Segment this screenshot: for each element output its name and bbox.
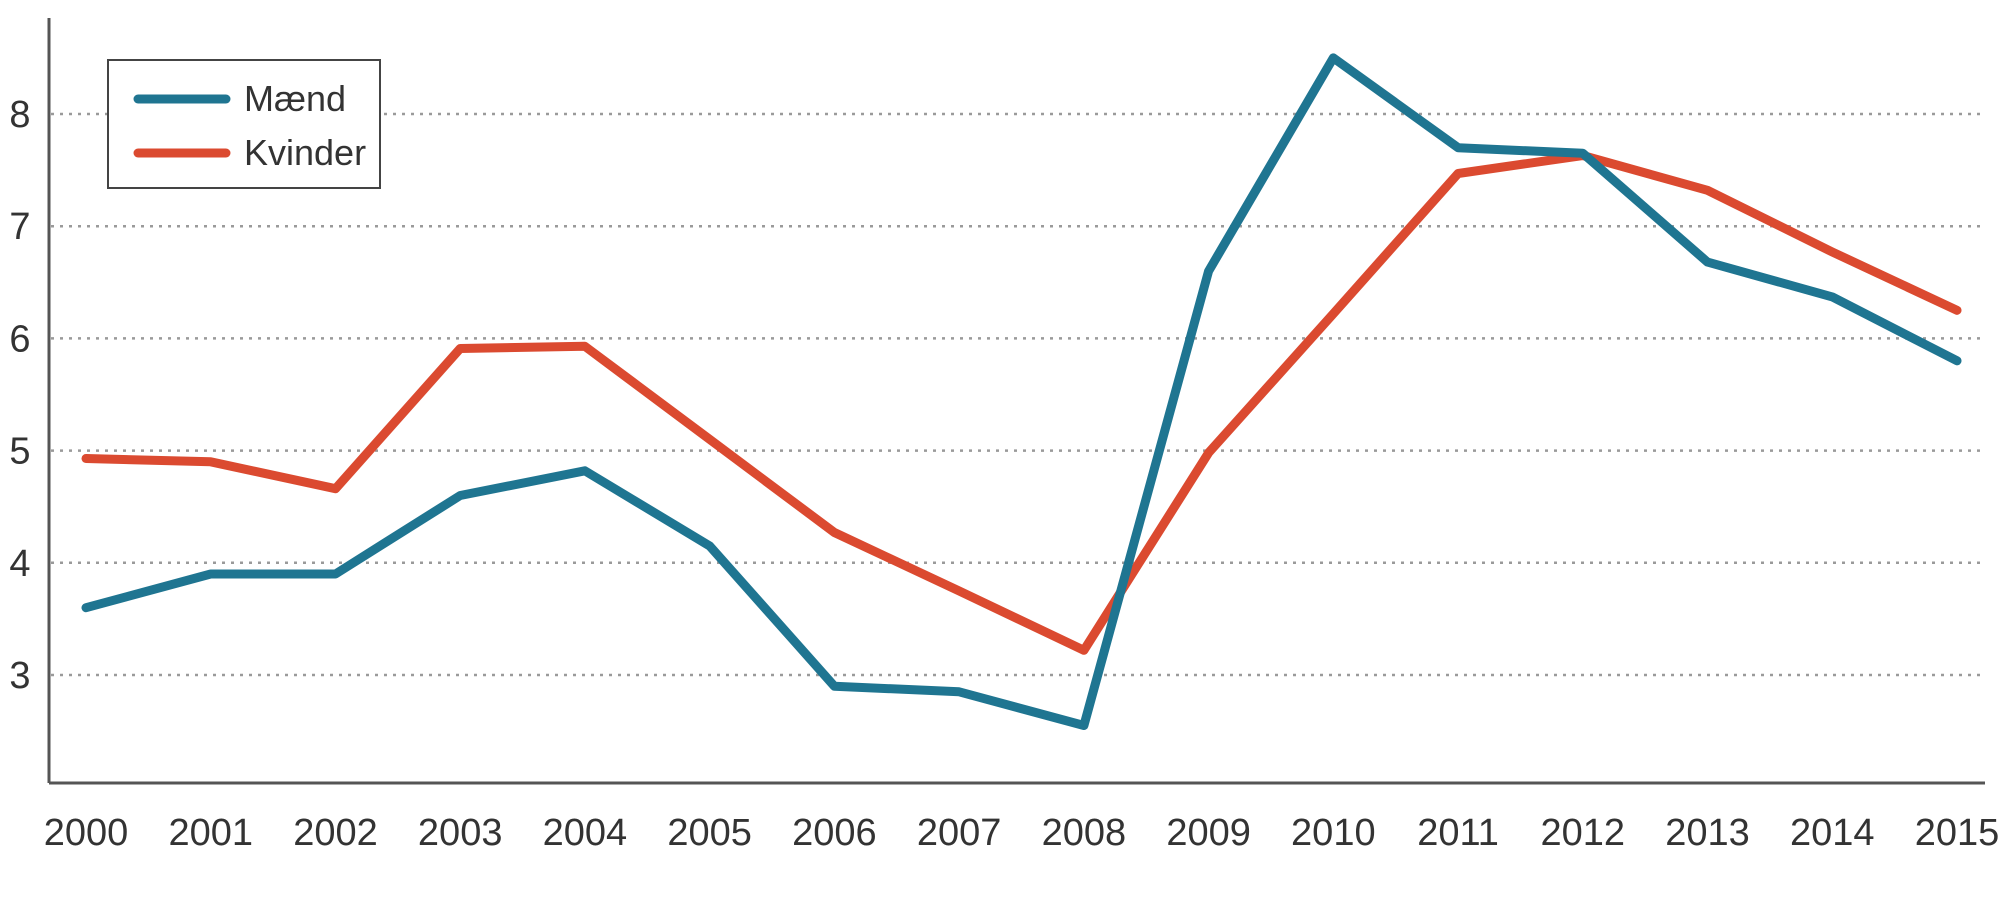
x-tick-label: 2009 (1166, 812, 1251, 854)
x-tick-label: 2002 (293, 812, 378, 854)
legend: Mænd Kvinder (107, 59, 381, 189)
x-tick-label: 2003 (418, 812, 503, 854)
x-tick-label: 2005 (667, 812, 752, 854)
series-lines (81, 53, 1962, 730)
x-tick-label: 2013 (1665, 812, 1750, 854)
x-tick-label: 2004 (543, 812, 628, 854)
y-tick-label: 3 (9, 655, 30, 697)
x-tick-label: 2000 (44, 812, 129, 854)
x-tick-label: 2011 (1417, 812, 1499, 854)
y-tick-label: 8 (9, 94, 30, 136)
x-tick-label: 2007 (917, 812, 1002, 854)
series-line-mænd (81, 53, 1962, 730)
x-tick-label: 2008 (1042, 812, 1127, 854)
legend-box (107, 59, 381, 189)
y-tick-label: 6 (9, 318, 30, 360)
legend-label: Mænd (244, 78, 346, 119)
series-line-kvinder (81, 151, 1962, 655)
y-axis-ticks: 3 4 5 6 7 8 (9, 94, 30, 697)
x-tick-label: 2012 (1541, 812, 1626, 854)
y-tick-label: 5 (9, 431, 30, 473)
gridlines (51, 112, 1985, 677)
x-tick-label: 2015 (1915, 812, 2000, 854)
axes (47, 18, 1985, 785)
x-tick-label: 2010 (1291, 812, 1376, 854)
legend-label: Kvinder (244, 132, 366, 173)
x-axis-ticks: 2000 2001 2002 2003 2004 2005 2006 2007 2008 2009… (44, 812, 2000, 854)
x-tick-label: 2006 (792, 812, 877, 854)
y-tick-label: 7 (9, 206, 30, 248)
y-tick-label: 4 (9, 543, 30, 585)
x-tick-label: 2014 (1790, 812, 1875, 854)
x-tick-label: 2001 (168, 812, 253, 854)
